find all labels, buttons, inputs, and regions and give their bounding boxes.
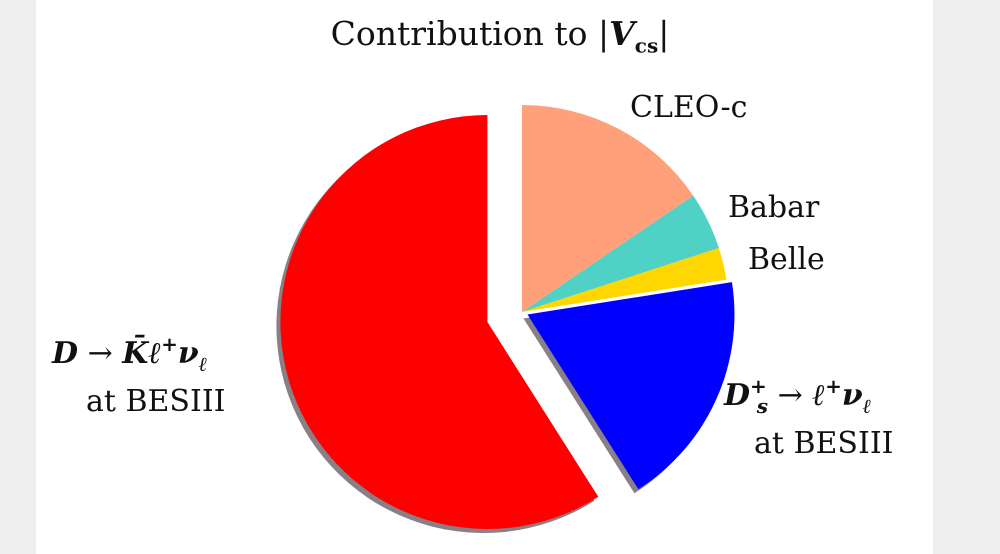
label-ds-at-besiii: at BESIII — [754, 426, 894, 461]
chart-title: Contribution to |Vcs| — [330, 14, 670, 58]
pie-slice-d-s-at-besiii — [527, 282, 735, 490]
pie-slice-cleo-c — [522, 105, 694, 312]
label-dk-decay: D → K̄ℓ+νℓ — [52, 332, 208, 376]
pie-slice-d-k-at-besiii — [280, 115, 599, 530]
label-belle: Belle — [748, 242, 825, 277]
pie-slice-belle — [522, 248, 727, 312]
label-ds-decay: D+s → ℓ+νℓ — [724, 374, 872, 418]
label-dk-at-besiii: at BESIII — [86, 384, 226, 419]
pie-slice-babar — [522, 195, 719, 312]
label-cleo-c: CLEO-c — [630, 90, 748, 125]
label-babar: Babar — [728, 190, 820, 225]
